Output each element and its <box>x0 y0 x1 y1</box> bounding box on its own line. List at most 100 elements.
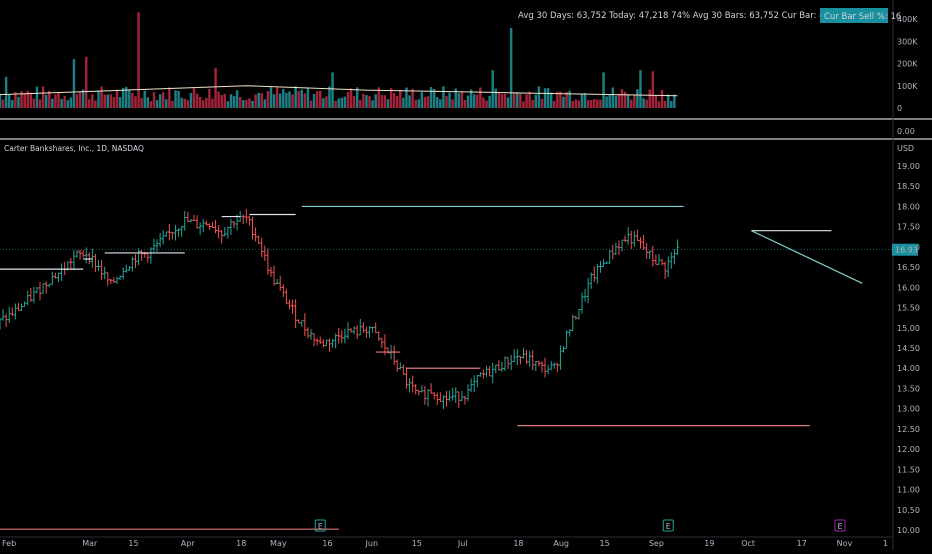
volume-bar <box>614 95 618 108</box>
volume-bar <box>161 92 165 108</box>
ohlc-bar <box>118 275 122 280</box>
ohlc-bar <box>340 330 344 344</box>
price-tick-6: 16.00 <box>897 283 920 292</box>
ohlc-bar <box>343 329 347 344</box>
volume-bar <box>198 96 202 108</box>
volume-bar <box>174 90 177 108</box>
ohlc-bar <box>161 230 165 245</box>
ohlc-bar <box>217 225 221 239</box>
ohlc-bar <box>491 362 495 384</box>
volume-bar <box>457 93 461 108</box>
volume-tick-1: 300K <box>897 37 918 46</box>
volume-bar <box>54 94 57 108</box>
volume-bar <box>263 99 267 108</box>
ohlc-bar <box>518 355 522 365</box>
ohlc-bar <box>324 339 328 347</box>
ohlc-bar <box>512 349 516 363</box>
ohlc-bar <box>355 325 359 340</box>
ohlc-bar <box>568 329 572 337</box>
ohlc-bar <box>598 260 602 273</box>
ohlc-bar <box>23 301 27 308</box>
ohlc-bar <box>377 331 381 341</box>
volume-bar <box>48 90 51 108</box>
volume-bar <box>445 96 448 108</box>
ohlc-bar <box>364 326 368 338</box>
volume-bar <box>192 88 196 108</box>
ohlc-bar <box>29 287 33 303</box>
volume-bar <box>177 91 180 108</box>
volume-bar <box>432 89 436 108</box>
volume-bar <box>125 86 128 108</box>
volume-layer <box>0 12 678 109</box>
volume-bar <box>670 101 673 108</box>
volume-bar <box>88 99 91 108</box>
ohlc-bar <box>445 391 448 407</box>
volume-bar <box>626 94 630 108</box>
volume-bar <box>245 100 248 108</box>
volume-bar <box>322 98 325 108</box>
volume-bar <box>306 87 310 108</box>
ohlc-bar <box>170 231 174 240</box>
ohlc-bar <box>543 357 547 378</box>
volume-bar <box>663 100 667 108</box>
volume-bar <box>121 87 125 108</box>
volume-bar <box>448 92 451 108</box>
volume-bar <box>556 91 559 108</box>
ohlc-bar <box>327 338 331 352</box>
volume-bar <box>312 94 316 108</box>
ohlc-bar <box>272 265 276 286</box>
ohlc-bar <box>318 336 322 345</box>
ohlc-bar <box>97 259 101 272</box>
ohlc-bar <box>232 220 236 229</box>
ohlc-bar <box>503 356 507 371</box>
volume-bar <box>223 93 227 108</box>
ohlc-bar <box>263 245 267 261</box>
ohlc-bar <box>352 326 356 335</box>
ohlc-bar <box>632 231 636 247</box>
volume-bar <box>633 94 636 108</box>
volume-bar <box>81 89 85 108</box>
volume-bar <box>149 101 153 108</box>
ohlc-bar <box>374 322 378 334</box>
ohlc-bar <box>546 364 550 375</box>
volume-bar <box>202 100 205 108</box>
volume-bar <box>368 96 371 108</box>
volume-bar <box>343 96 347 108</box>
volume-bar <box>513 92 516 108</box>
ohlc-bar <box>626 227 630 245</box>
volume-bar <box>472 94 476 108</box>
ohlc-bar <box>315 338 319 346</box>
volume-bar <box>183 98 186 108</box>
volume-bar <box>399 89 402 108</box>
earnings-marker-box <box>834 519 846 532</box>
volume-bar <box>229 94 233 108</box>
volume-bar <box>528 91 531 108</box>
ohlc-bar <box>638 237 642 249</box>
volume-bar <box>334 100 337 108</box>
earnings-marker-label: E <box>666 522 671 531</box>
time-tick-10: 18 <box>513 539 523 548</box>
ohlc-bar <box>75 250 79 258</box>
ohlc-bar <box>469 378 473 393</box>
volume-bar <box>291 94 294 108</box>
volume-bar <box>195 93 199 108</box>
ohlc-bar <box>303 313 307 336</box>
volume-bar <box>91 94 94 108</box>
volume-bar <box>383 95 387 108</box>
volume-bar <box>35 86 39 108</box>
ohlc-bar <box>528 350 532 367</box>
volume-tick-2: 200K <box>897 60 918 69</box>
ohlc-bar <box>229 218 233 235</box>
volume-bar <box>599 99 602 108</box>
ohlc-bar <box>137 248 141 266</box>
volume-bar <box>186 100 190 108</box>
ohlc-bar <box>583 288 587 302</box>
ohlc-bar <box>368 326 372 338</box>
ohlc-bar <box>26 290 30 306</box>
volume-bar <box>38 99 42 108</box>
ohlc-bar <box>586 277 590 304</box>
volume-bar <box>408 95 411 108</box>
ohlc-bar <box>555 362 559 372</box>
volume-bar <box>109 94 113 108</box>
volume-bar <box>365 95 368 108</box>
